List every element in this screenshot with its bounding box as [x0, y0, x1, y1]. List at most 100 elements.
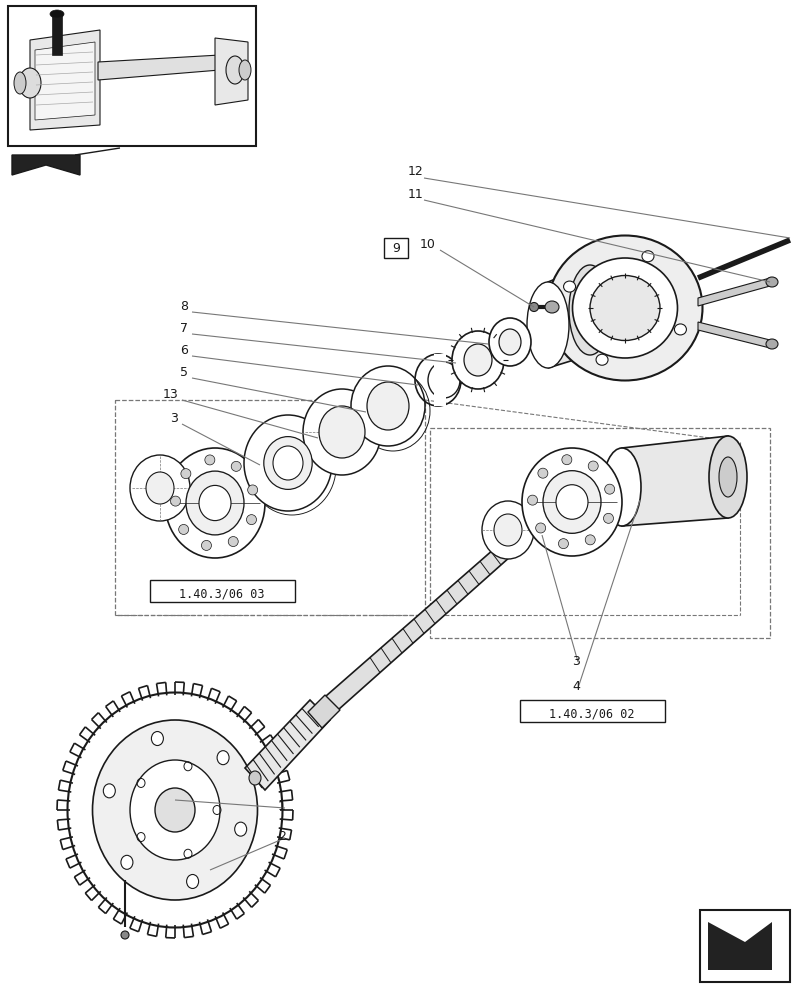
Ellipse shape	[155, 788, 195, 832]
Ellipse shape	[303, 389, 380, 475]
Text: 3: 3	[571, 655, 579, 668]
Ellipse shape	[463, 344, 491, 376]
Ellipse shape	[178, 524, 188, 534]
Text: 12: 12	[407, 165, 423, 178]
Ellipse shape	[527, 495, 537, 505]
Polygon shape	[433, 354, 445, 406]
Ellipse shape	[452, 331, 504, 389]
Ellipse shape	[561, 455, 571, 465]
Ellipse shape	[225, 56, 243, 84]
Ellipse shape	[151, 732, 163, 746]
Ellipse shape	[103, 784, 115, 798]
Ellipse shape	[130, 760, 220, 860]
Ellipse shape	[165, 448, 264, 558]
Ellipse shape	[146, 472, 174, 504]
Ellipse shape	[572, 258, 676, 358]
Polygon shape	[215, 38, 247, 105]
Ellipse shape	[247, 485, 257, 495]
Ellipse shape	[547, 235, 702, 380]
Ellipse shape	[521, 448, 621, 556]
Ellipse shape	[204, 455, 215, 465]
Polygon shape	[621, 436, 727, 526]
Ellipse shape	[569, 265, 610, 355]
Ellipse shape	[708, 436, 746, 518]
Ellipse shape	[217, 751, 229, 765]
Ellipse shape	[543, 471, 600, 533]
Ellipse shape	[186, 471, 243, 535]
Ellipse shape	[14, 72, 26, 94]
Text: 1: 1	[277, 800, 285, 813]
Ellipse shape	[563, 281, 575, 292]
Ellipse shape	[765, 277, 777, 287]
Polygon shape	[697, 322, 769, 348]
Polygon shape	[307, 695, 340, 728]
Bar	[699, 910, 789, 982]
Polygon shape	[98, 55, 220, 80]
Ellipse shape	[238, 60, 251, 80]
Ellipse shape	[604, 484, 614, 494]
Ellipse shape	[558, 539, 568, 549]
Bar	[384, 238, 407, 258]
Ellipse shape	[170, 496, 180, 506]
Ellipse shape	[674, 324, 685, 335]
Text: 2: 2	[277, 830, 285, 843]
Polygon shape	[707, 922, 771, 970]
Ellipse shape	[92, 720, 257, 900]
Ellipse shape	[121, 931, 129, 939]
Text: 4: 4	[571, 680, 579, 693]
Ellipse shape	[603, 513, 613, 523]
Polygon shape	[547, 265, 590, 368]
Ellipse shape	[19, 68, 41, 98]
Ellipse shape	[228, 537, 238, 547]
Ellipse shape	[765, 339, 777, 349]
Ellipse shape	[556, 485, 587, 519]
Text: 6: 6	[180, 344, 188, 357]
Ellipse shape	[243, 415, 332, 511]
Ellipse shape	[264, 437, 311, 489]
Ellipse shape	[272, 446, 303, 480]
Polygon shape	[310, 535, 519, 726]
Bar	[430, 428, 769, 638]
Ellipse shape	[493, 514, 521, 546]
Ellipse shape	[529, 302, 538, 312]
Text: 11: 11	[407, 188, 423, 201]
Text: 5: 5	[180, 366, 188, 379]
Ellipse shape	[535, 523, 545, 533]
Polygon shape	[12, 155, 80, 175]
Text: 13: 13	[162, 388, 178, 401]
Ellipse shape	[367, 382, 409, 430]
Ellipse shape	[231, 461, 241, 471]
Text: 1.40.3/06 02: 1.40.3/06 02	[548, 708, 634, 720]
Polygon shape	[35, 42, 95, 120]
Polygon shape	[52, 15, 62, 55]
Ellipse shape	[130, 455, 190, 521]
Ellipse shape	[50, 10, 64, 18]
Ellipse shape	[595, 354, 607, 365]
Ellipse shape	[67, 692, 282, 927]
Ellipse shape	[234, 822, 247, 836]
Ellipse shape	[603, 448, 640, 526]
Ellipse shape	[181, 469, 191, 479]
Ellipse shape	[121, 855, 133, 869]
Ellipse shape	[319, 406, 365, 458]
Ellipse shape	[249, 771, 260, 785]
Text: 9: 9	[392, 241, 400, 254]
Ellipse shape	[526, 282, 569, 368]
Ellipse shape	[587, 461, 598, 471]
Ellipse shape	[247, 515, 256, 525]
Bar	[519, 700, 664, 722]
Ellipse shape	[718, 457, 736, 497]
Polygon shape	[245, 700, 329, 790]
Ellipse shape	[590, 275, 659, 340]
Text: 3: 3	[170, 412, 178, 425]
Ellipse shape	[499, 329, 521, 355]
Bar	[115, 400, 424, 615]
Ellipse shape	[187, 874, 199, 888]
Ellipse shape	[488, 318, 530, 366]
Ellipse shape	[642, 251, 653, 262]
Polygon shape	[30, 30, 100, 130]
Ellipse shape	[199, 485, 230, 521]
Ellipse shape	[482, 501, 534, 559]
Bar	[150, 580, 294, 602]
Polygon shape	[697, 278, 769, 306]
